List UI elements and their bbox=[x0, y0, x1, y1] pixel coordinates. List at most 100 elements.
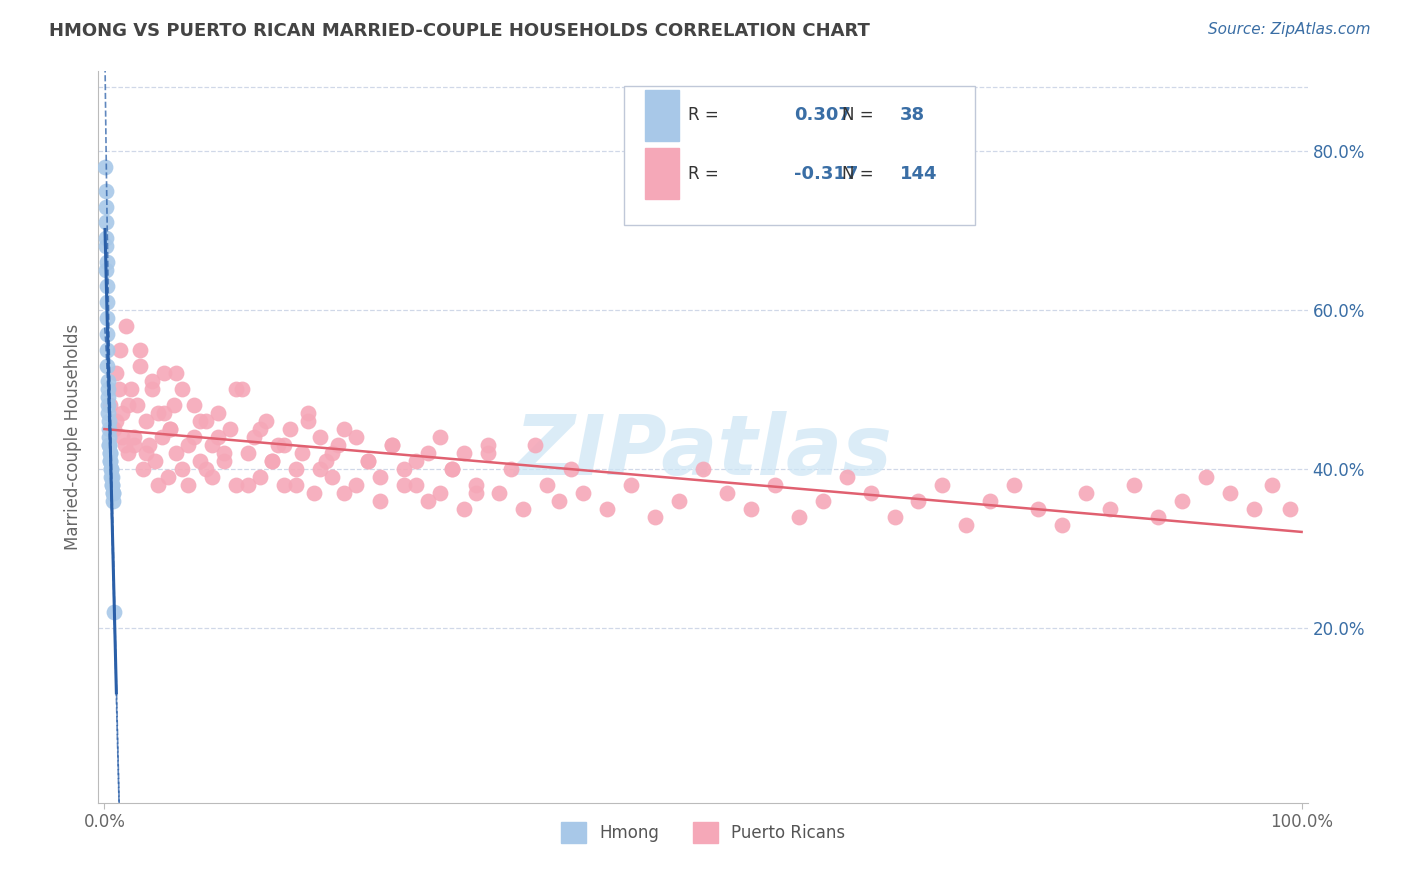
Point bbox=[124, 430, 146, 444]
Point bbox=[321, 446, 343, 460]
Point bbox=[429, 430, 451, 444]
Point bbox=[243, 430, 266, 444]
Point bbox=[267, 438, 290, 452]
Point bbox=[188, 454, 211, 468]
Point bbox=[97, 390, 120, 404]
Point bbox=[716, 485, 738, 500]
Point bbox=[103, 422, 125, 436]
Point bbox=[692, 462, 714, 476]
Point bbox=[165, 446, 187, 460]
Point bbox=[124, 438, 146, 452]
Point bbox=[117, 446, 139, 460]
Point bbox=[859, 485, 882, 500]
Point bbox=[416, 493, 439, 508]
Point bbox=[931, 477, 953, 491]
Point bbox=[153, 406, 176, 420]
Point bbox=[477, 446, 499, 460]
Point bbox=[236, 446, 259, 460]
Point bbox=[103, 605, 125, 619]
Point bbox=[94, 200, 117, 214]
Point bbox=[172, 383, 194, 397]
Point bbox=[416, 446, 439, 460]
Point bbox=[141, 383, 163, 397]
Point bbox=[979, 493, 1001, 508]
Point bbox=[177, 438, 200, 452]
Point bbox=[297, 406, 319, 420]
Point bbox=[98, 446, 121, 460]
Point bbox=[100, 398, 122, 412]
Point bbox=[273, 477, 295, 491]
Text: R =: R = bbox=[689, 165, 720, 183]
Point bbox=[107, 383, 129, 397]
Point bbox=[740, 501, 762, 516]
Point bbox=[125, 398, 148, 412]
Point bbox=[315, 454, 337, 468]
Point bbox=[100, 454, 122, 468]
Text: 144: 144 bbox=[900, 165, 938, 183]
Point bbox=[1050, 517, 1073, 532]
Point bbox=[98, 454, 121, 468]
Point bbox=[101, 485, 124, 500]
Point bbox=[249, 470, 271, 484]
Point bbox=[344, 477, 367, 491]
Point bbox=[1147, 509, 1170, 524]
Point bbox=[344, 430, 367, 444]
Point bbox=[96, 359, 118, 373]
Point bbox=[326, 438, 349, 452]
Point bbox=[464, 477, 486, 491]
Point bbox=[94, 231, 117, 245]
Point bbox=[177, 477, 200, 491]
Point bbox=[548, 493, 571, 508]
Point bbox=[129, 343, 152, 357]
Point bbox=[201, 438, 224, 452]
Point bbox=[97, 422, 120, 436]
Point bbox=[96, 263, 118, 277]
Point bbox=[440, 462, 463, 476]
Point bbox=[96, 375, 118, 389]
Point bbox=[141, 375, 163, 389]
Point bbox=[96, 239, 118, 253]
Point bbox=[156, 470, 179, 484]
Point bbox=[512, 501, 534, 516]
Point bbox=[381, 438, 404, 452]
Point bbox=[1243, 501, 1265, 516]
Point bbox=[96, 294, 118, 309]
Point bbox=[96, 326, 118, 341]
Point bbox=[129, 359, 152, 373]
Y-axis label: Married-couple Households: Married-couple Households bbox=[65, 324, 83, 550]
Point bbox=[159, 422, 181, 436]
Point bbox=[1026, 501, 1049, 516]
Point bbox=[1219, 485, 1241, 500]
Point bbox=[907, 493, 929, 508]
Point bbox=[98, 438, 121, 452]
Point bbox=[1278, 501, 1301, 516]
Point bbox=[150, 430, 173, 444]
Point bbox=[98, 438, 121, 452]
Point bbox=[100, 462, 122, 476]
Point bbox=[405, 454, 427, 468]
Point bbox=[453, 501, 475, 516]
Point bbox=[132, 462, 155, 476]
Point bbox=[101, 485, 124, 500]
Point bbox=[212, 446, 235, 460]
Point bbox=[97, 430, 120, 444]
Point bbox=[1260, 477, 1282, 491]
Point bbox=[96, 215, 118, 229]
Point bbox=[302, 485, 325, 500]
Point bbox=[560, 462, 582, 476]
Text: N =: N = bbox=[842, 165, 873, 183]
Text: -0.317: -0.317 bbox=[793, 165, 858, 183]
Point bbox=[111, 406, 134, 420]
Point bbox=[188, 414, 211, 428]
Point bbox=[115, 318, 138, 333]
Point bbox=[1123, 477, 1146, 491]
Point bbox=[297, 414, 319, 428]
Point bbox=[1099, 501, 1122, 516]
Point bbox=[763, 477, 786, 491]
Point bbox=[97, 414, 120, 428]
Point bbox=[183, 398, 205, 412]
Text: HMONG VS PUERTO RICAN MARRIED-COUPLE HOUSEHOLDS CORRELATION CHART: HMONG VS PUERTO RICAN MARRIED-COUPLE HOU… bbox=[49, 22, 870, 40]
Point bbox=[105, 414, 128, 428]
Point bbox=[94, 160, 117, 174]
Point bbox=[97, 383, 120, 397]
